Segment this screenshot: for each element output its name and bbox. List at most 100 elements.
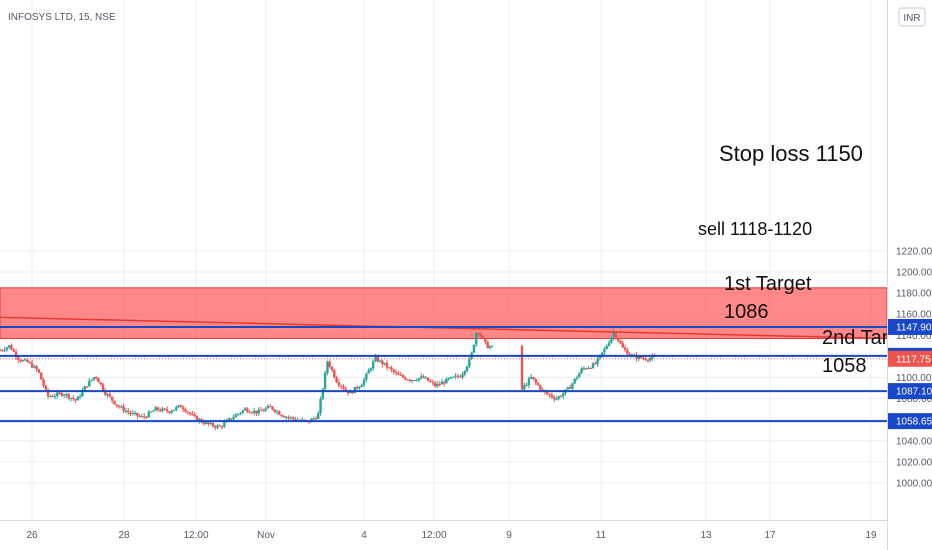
candle-body	[456, 375, 460, 377]
candle-body	[488, 346, 492, 349]
candle-body	[195, 416, 199, 421]
candle-body	[646, 360, 650, 362]
candle-body	[376, 356, 379, 362]
candle-body	[181, 407, 185, 410]
candle-body	[438, 384, 441, 386]
candle-body	[234, 414, 238, 418]
candle-body	[406, 379, 409, 381]
candle-body	[369, 368, 373, 371]
candle-body	[628, 354, 631, 356]
candle-body	[548, 393, 551, 395]
candle-body	[246, 408, 249, 412]
candle-body	[619, 341, 622, 344]
candle-body	[51, 396, 54, 398]
candle-body	[110, 396, 114, 401]
candle-body	[72, 397, 75, 400]
candle-body	[436, 384, 439, 387]
candle-body	[69, 397, 73, 399]
candle-body	[527, 378, 531, 386]
candle-body	[378, 360, 382, 362]
candle-body	[523, 385, 526, 390]
candle-body	[161, 408, 164, 412]
candle-body	[220, 426, 224, 428]
candle-body	[394, 372, 398, 374]
candle-body	[108, 394, 112, 397]
candle-body	[227, 418, 231, 421]
sell-annotation[interactable]: sell 1118-1120	[698, 219, 812, 239]
candle-body	[319, 398, 322, 414]
candle-body	[223, 422, 226, 427]
candle-body	[358, 386, 361, 389]
target1-annotation-line2[interactable]: 1086	[724, 301, 769, 323]
candle-body	[413, 379, 416, 381]
candle-body	[40, 372, 43, 380]
target1-annotation-line1[interactable]: 1st Target	[724, 273, 812, 295]
candle-body	[0, 350, 2, 352]
currency-button-frame[interactable]	[898, 7, 926, 27]
price-axis[interactable]	[887, 0, 932, 550]
candle-body	[159, 409, 162, 412]
candle-body	[138, 415, 141, 417]
candle-body	[62, 394, 66, 396]
candle-body	[351, 391, 354, 394]
candle-body	[301, 419, 304, 421]
candle-body	[532, 376, 535, 380]
currency-button-label[interactable]: INR	[903, 13, 920, 24]
candle-body	[429, 381, 432, 383]
candle-body	[605, 345, 608, 349]
currency-button[interactable]: INR	[898, 7, 926, 27]
candle-body	[33, 366, 36, 368]
candle-body	[37, 369, 41, 373]
candle-body	[582, 368, 586, 370]
candle-body	[372, 361, 375, 369]
target2-annotation-line1[interactable]: 2nd Targ	[822, 327, 899, 349]
candle-body	[248, 411, 251, 413]
candle-body	[571, 383, 574, 389]
candle-body	[621, 343, 624, 348]
candle-body	[285, 416, 288, 418]
candle-body	[294, 418, 297, 421]
candle-body	[349, 391, 352, 394]
time-axis[interactable]	[0, 520, 887, 550]
candle-body	[557, 396, 560, 399]
y-tick-label: 1200.00	[896, 268, 932, 279]
candle-body	[392, 369, 396, 373]
candle-body	[626, 349, 629, 355]
candle-body	[14, 351, 18, 358]
candle-body	[534, 379, 537, 383]
candle-body	[381, 360, 384, 365]
candle-body	[268, 406, 272, 408]
stop-loss-annotation[interactable]: Stop loss 1150	[719, 141, 863, 166]
candle-body	[312, 418, 315, 420]
candle-body	[539, 385, 542, 390]
candle-body	[172, 409, 176, 411]
candle-body	[399, 374, 402, 376]
candle-body	[649, 358, 652, 361]
candle-body	[385, 362, 389, 368]
target2-annotation-line2[interactable]: 1058	[822, 355, 867, 377]
level-price-tag-bg	[888, 413, 932, 430]
candle-body	[612, 332, 615, 338]
candle-body	[390, 367, 393, 370]
candle-body	[236, 413, 240, 415]
candle-body	[179, 405, 183, 408]
candle-body	[193, 414, 196, 417]
candle-body	[321, 388, 325, 399]
candle-body	[610, 337, 613, 343]
y-tick-label: 1220.00	[896, 246, 932, 257]
candle-body	[463, 370, 466, 375]
candle-body	[5, 347, 9, 350]
candle-body	[252, 410, 256, 413]
candle-body	[552, 397, 556, 400]
candle-body	[289, 417, 292, 419]
candle-body	[266, 406, 270, 409]
candle-body	[330, 366, 334, 371]
candle-body	[101, 384, 105, 391]
last-price-tag-bg	[888, 350, 932, 367]
candle-body	[44, 385, 47, 390]
candle-body	[56, 392, 59, 397]
candle-body	[106, 394, 109, 396]
candle-body	[186, 411, 189, 413]
